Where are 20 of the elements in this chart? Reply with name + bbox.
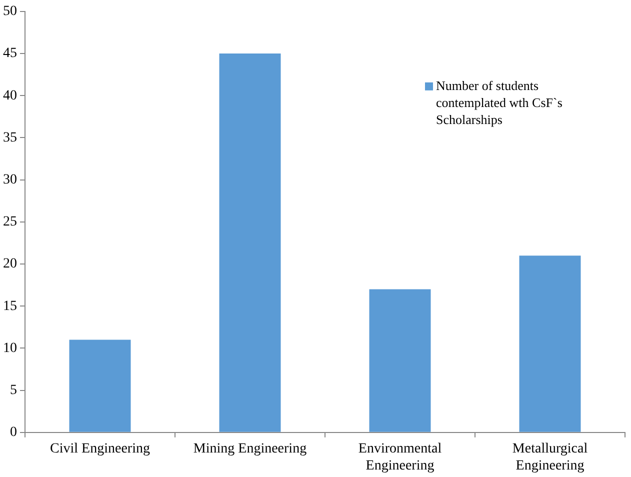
y-tick-label: 30 <box>3 172 17 188</box>
y-tick-label: 10 <box>3 340 17 356</box>
bar <box>369 289 431 432</box>
x-tick-label: Environmental Engineering <box>358 441 442 474</box>
y-tick-label: 45 <box>3 46 17 62</box>
y-tick-label: 40 <box>3 88 17 104</box>
x-tick-label: Mining Engineering <box>193 441 307 456</box>
x-tick-label: Metallurgical Engineering <box>512 441 588 474</box>
bar <box>69 340 131 432</box>
x-tick-label: Civil Engineering <box>50 441 150 456</box>
y-tick-label: 25 <box>3 214 17 230</box>
y-tick-label: 20 <box>3 256 17 272</box>
y-tick-label: 50 <box>3 4 17 20</box>
y-tick-label: 35 <box>3 130 17 146</box>
y-tick-label: 0 <box>10 425 17 440</box>
legend-label: Number of students contemplated wth CsF`s Scholarships <box>436 78 562 127</box>
bar <box>219 54 281 432</box>
y-tick-label: 5 <box>10 382 17 398</box>
y-tick-label: 15 <box>3 298 17 314</box>
bar <box>519 256 581 432</box>
